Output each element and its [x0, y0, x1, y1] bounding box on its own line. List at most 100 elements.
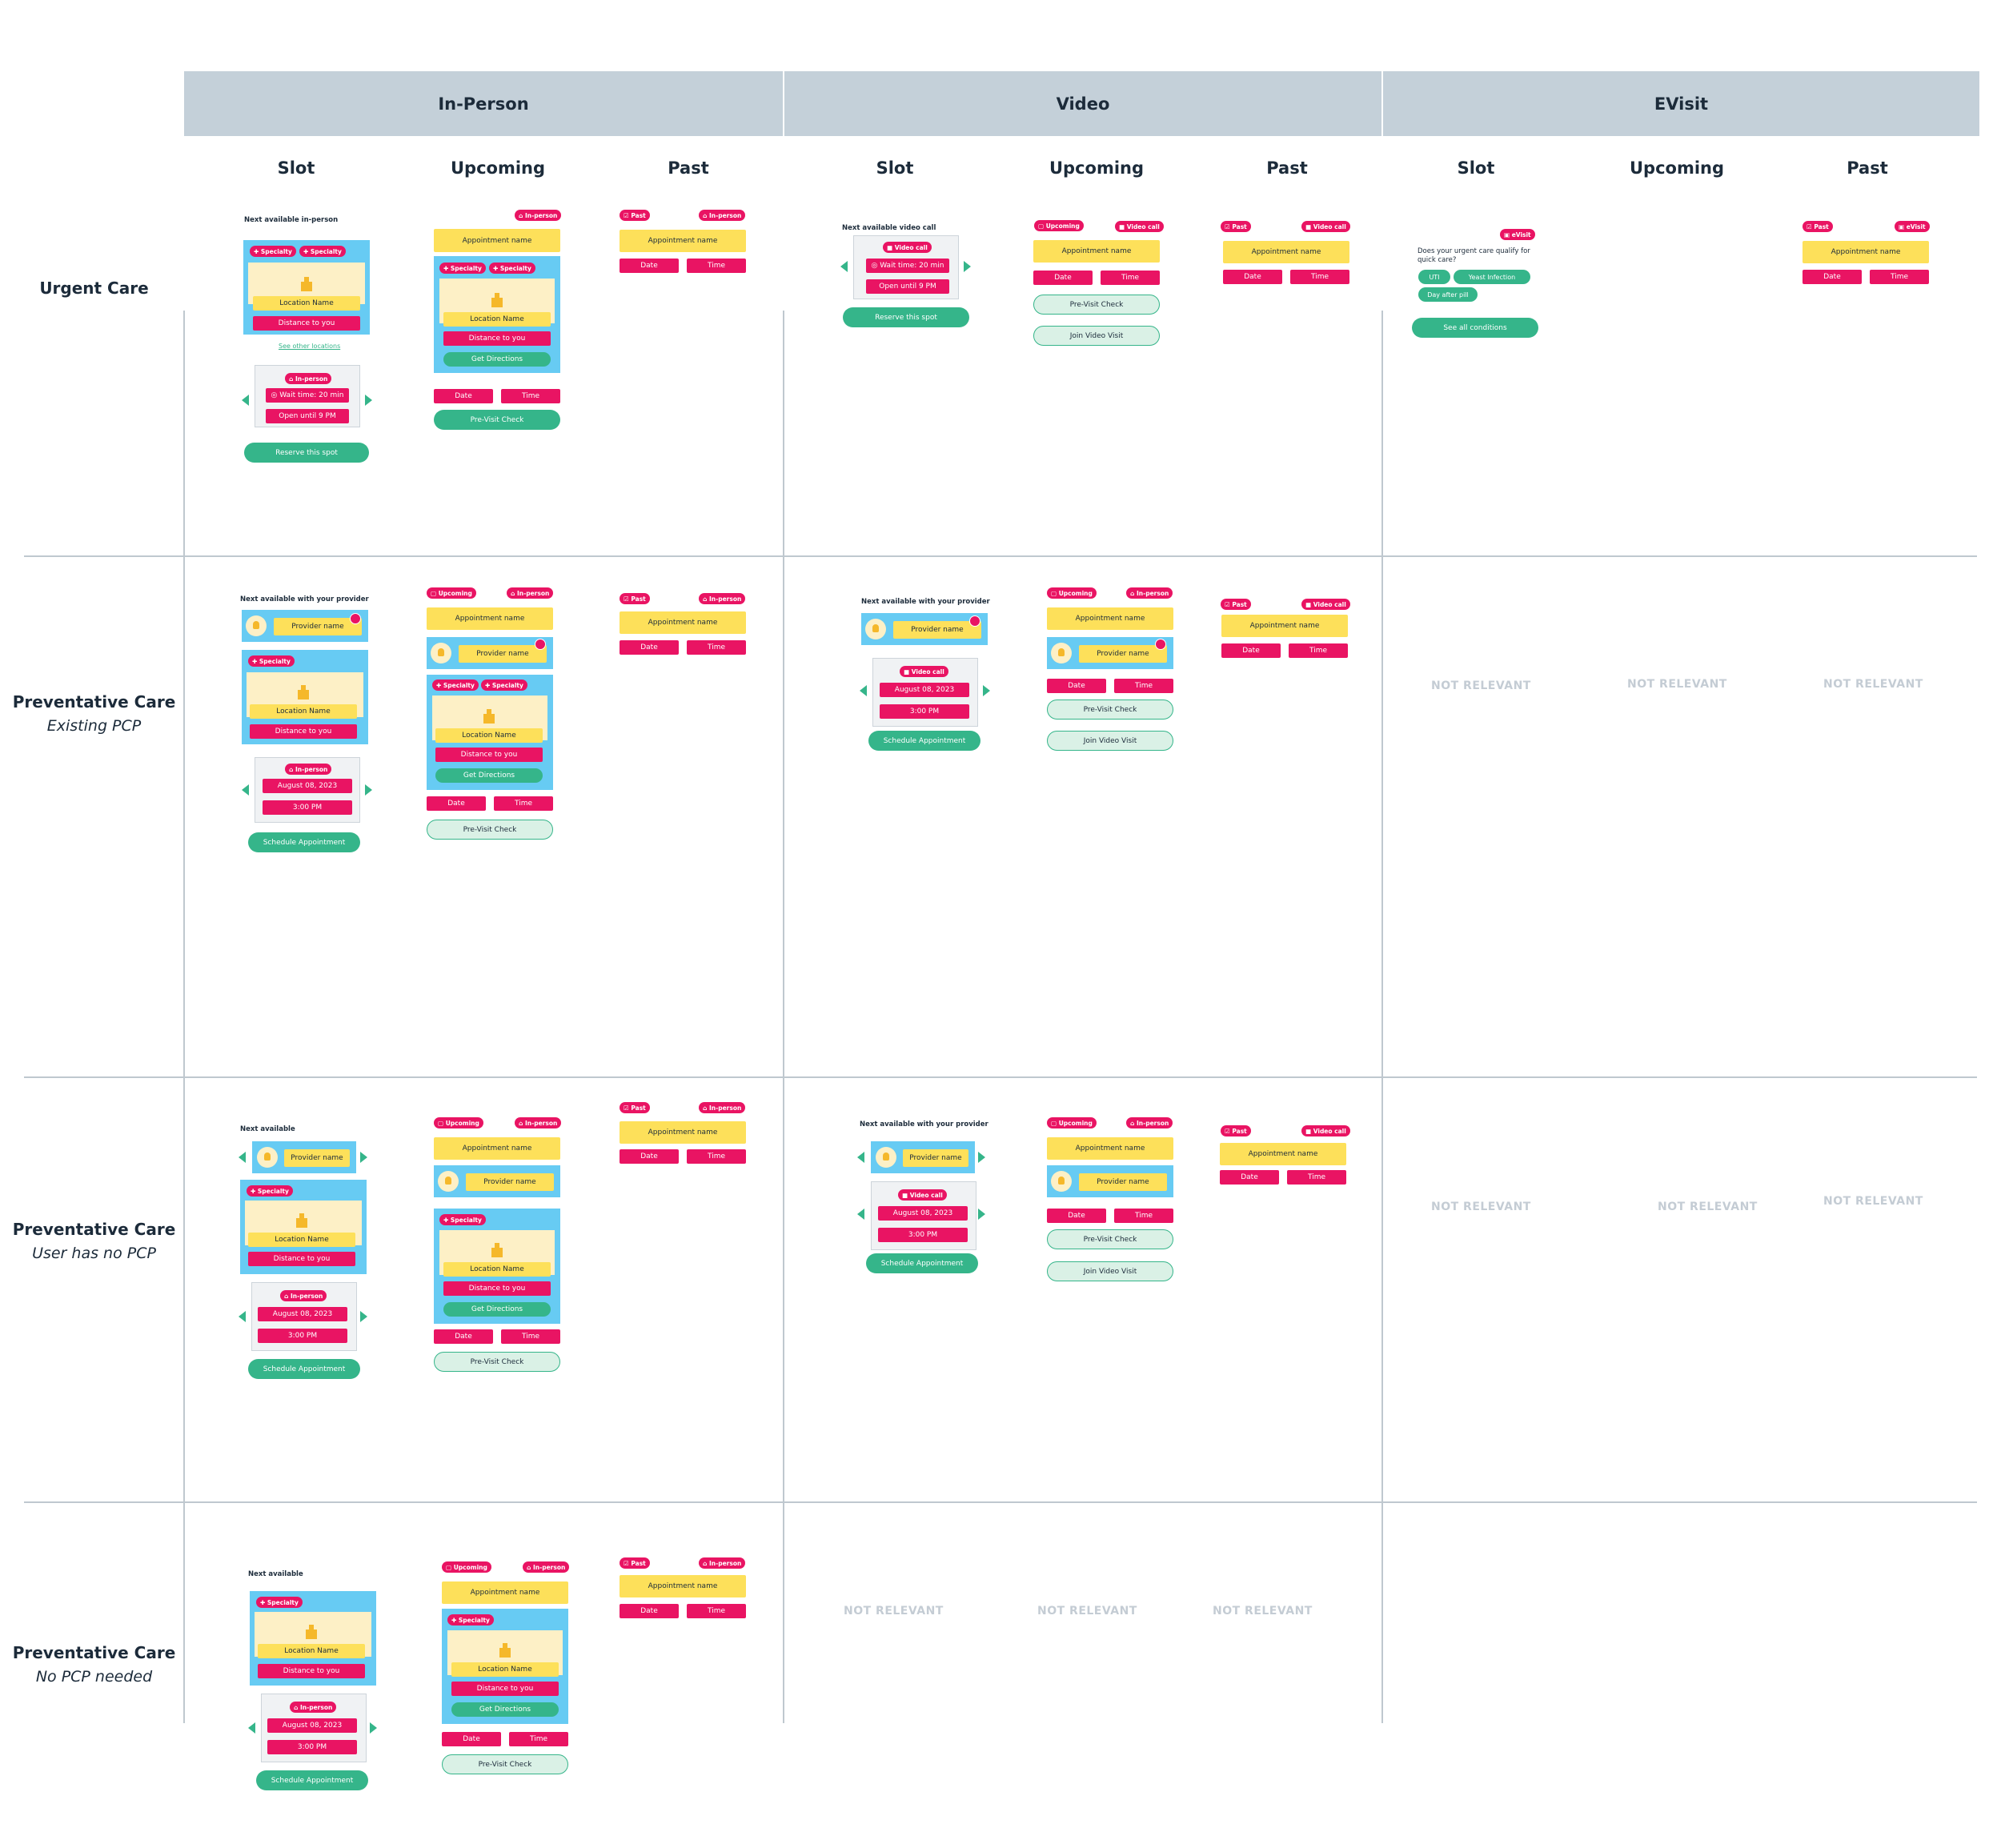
- specialty-chip: ✚ Specialty: [248, 655, 295, 667]
- arrow-right-icon[interactable]: [983, 685, 990, 696]
- pre-visit-check-button[interactable]: Pre-Visit Check: [427, 820, 553, 840]
- date-value: August 08, 2023: [258, 1307, 347, 1321]
- schedule-appointment-button[interactable]: Schedule Appointment: [256, 1770, 368, 1790]
- in-person-chip: ⌂ In-person: [699, 1102, 746, 1113]
- specialty-chip: ✚ Specialty: [439, 263, 486, 274]
- location-pin-icon: [306, 1625, 317, 1639]
- distance-field: Distance to you: [435, 748, 543, 762]
- arrow-left-icon[interactable]: [860, 685, 867, 696]
- arrow-left-icon[interactable]: [248, 1722, 255, 1734]
- arrow-right-icon[interactable]: [370, 1722, 377, 1734]
- arrow-left-icon[interactable]: [840, 261, 848, 272]
- check-icon: [535, 639, 546, 650]
- avatar: [431, 643, 451, 663]
- reserve-button[interactable]: Reserve this spot: [244, 443, 369, 463]
- col-header-past: Past: [1847, 158, 1888, 178]
- time-field: Time: [494, 796, 553, 811]
- schedule-appointment-button[interactable]: Schedule Appointment: [248, 1359, 360, 1379]
- schedule-appointment-button[interactable]: Schedule Appointment: [868, 731, 980, 751]
- group-header-video: Video: [784, 71, 1381, 136]
- not-relevant-label: NOT RELEVANT: [1213, 1605, 1313, 1618]
- date-field: Date: [434, 1329, 493, 1344]
- next-available-label: Next available with your provider: [860, 1120, 988, 1128]
- join-video-visit-button[interactable]: Join Video Visit: [1047, 1261, 1173, 1281]
- condition-yeast-button[interactable]: Yeast Infection: [1454, 270, 1530, 284]
- video-call-chip: ■ Video call: [900, 666, 948, 677]
- date-field: Date: [442, 1732, 501, 1746]
- see-other-locations-link[interactable]: See other locations: [279, 343, 341, 350]
- grid-line: [24, 1076, 1977, 1078]
- location-name: Location Name: [435, 728, 543, 743]
- arrow-right-icon[interactable]: [978, 1152, 985, 1163]
- row-header-no-pcp: Preventative Care User has no PCP: [12, 1220, 176, 1262]
- grid-line: [1381, 311, 1383, 1723]
- next-available-label: Next available: [240, 1125, 295, 1133]
- date-field: Date: [620, 1604, 679, 1618]
- appointment-name: Appointment name: [1223, 241, 1349, 263]
- reserve-button[interactable]: Reserve this spot: [843, 307, 969, 327]
- arrow-right-icon[interactable]: [360, 1311, 367, 1322]
- arrow-right-icon[interactable]: [365, 395, 372, 406]
- provider-name: Provider name: [893, 621, 981, 639]
- get-directions-button[interactable]: Get Directions: [435, 768, 543, 783]
- pre-visit-check-button[interactable]: Pre-Visit Check: [434, 410, 560, 430]
- col-header-upcoming: Upcoming: [1049, 158, 1145, 178]
- pre-visit-check-button[interactable]: Pre-Visit Check: [1033, 295, 1160, 315]
- arrow-left-icon[interactable]: [242, 395, 249, 406]
- col-header-slot: Slot: [1457, 158, 1495, 178]
- row-header-urgent-care: Urgent Care: [39, 279, 149, 298]
- arrow-right-icon[interactable]: [365, 784, 372, 796]
- join-video-visit-button[interactable]: Join Video Visit: [1047, 731, 1173, 751]
- pre-visit-check-button[interactable]: Pre-Visit Check: [442, 1754, 568, 1774]
- pre-visit-check-button[interactable]: Pre-Visit Check: [434, 1352, 560, 1372]
- evisit-chip: ▣ eVisit: [1500, 229, 1535, 240]
- appointment-name: Appointment name: [442, 1581, 568, 1604]
- next-available-label: Next available video call: [842, 224, 936, 232]
- wait-time-field: ◎ Wait time: 20 min: [866, 259, 949, 273]
- arrow-right-icon[interactable]: [978, 1209, 985, 1220]
- in-person-chip: ⌂ In-person: [1126, 1117, 1173, 1128]
- video-call-chip: ■ Video call: [898, 1189, 947, 1201]
- arrow-left-icon[interactable]: [239, 1311, 246, 1322]
- distance-field: Distance to you: [248, 1252, 355, 1266]
- specialty-chip: ✚ Specialty: [439, 1214, 486, 1225]
- specialty-chip: ✚ Specialty: [250, 246, 296, 257]
- upcoming-chip: ▢ Upcoming: [1034, 220, 1084, 231]
- in-person-chip: ⌂ In-person: [699, 593, 746, 604]
- arrow-left-icon[interactable]: [857, 1152, 864, 1163]
- get-directions-button[interactable]: Get Directions: [443, 352, 551, 367]
- arrow-left-icon[interactable]: [857, 1209, 864, 1220]
- evisit-question: Does your urgent care qualify for quick …: [1418, 247, 1530, 264]
- condition-uti-button[interactable]: UTI: [1418, 270, 1450, 284]
- distance-field: Distance to you: [443, 331, 551, 346]
- arrow-right-icon[interactable]: [964, 261, 971, 272]
- schedule-appointment-button[interactable]: Schedule Appointment: [248, 832, 360, 852]
- distance-field: Distance to you: [451, 1682, 559, 1696]
- date-field: Date: [434, 389, 493, 403]
- arrow-left-icon[interactable]: [239, 1152, 246, 1163]
- date-field: Date: [620, 1149, 679, 1164]
- arrow-right-icon[interactable]: [360, 1152, 367, 1163]
- location-pin-icon: [483, 709, 495, 724]
- upcoming-chip: ▢ Upcoming: [427, 587, 476, 599]
- not-relevant-label: NOT RELEVANT: [1823, 678, 1923, 691]
- location-name: Location Name: [248, 1233, 355, 1247]
- get-directions-button[interactable]: Get Directions: [443, 1302, 551, 1317]
- past-chip: ☑ Past: [620, 593, 650, 604]
- time-field: Time: [1114, 679, 1173, 693]
- arrow-left-icon[interactable]: [242, 784, 249, 796]
- grid-line: [783, 311, 784, 1723]
- pre-visit-check-button[interactable]: Pre-Visit Check: [1047, 700, 1173, 720]
- avatar: [246, 615, 267, 636]
- specialty-chip: ✚ Specialty: [299, 246, 346, 257]
- check-icon: [1155, 639, 1166, 650]
- schedule-appointment-button[interactable]: Schedule Appointment: [866, 1253, 978, 1273]
- group-header-evisit: EVisit: [1383, 71, 1979, 136]
- condition-pill-button[interactable]: Day after pill: [1418, 287, 1478, 302]
- appointment-name: Appointment name: [1047, 607, 1173, 630]
- get-directions-button[interactable]: Get Directions: [451, 1702, 559, 1717]
- pre-visit-check-button[interactable]: Pre-Visit Check: [1047, 1229, 1173, 1249]
- see-all-conditions-button[interactable]: See all conditions: [1412, 318, 1538, 338]
- video-call-chip: ■ Video call: [1301, 599, 1350, 610]
- join-video-visit-button[interactable]: Join Video Visit: [1033, 326, 1160, 346]
